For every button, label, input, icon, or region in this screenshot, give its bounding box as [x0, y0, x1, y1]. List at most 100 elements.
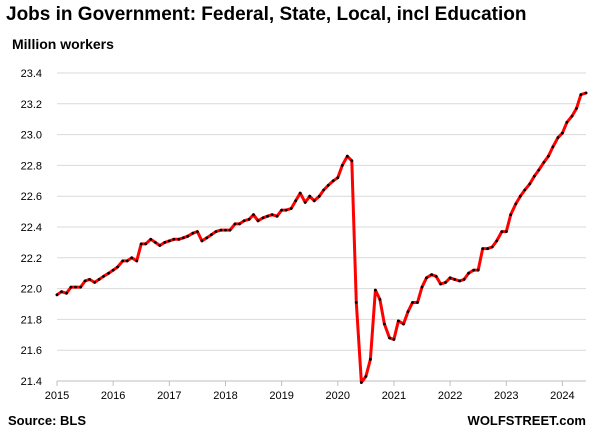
data-point [556, 136, 560, 140]
data-point [303, 201, 307, 204]
data-point [275, 214, 279, 218]
data-point [416, 301, 419, 304]
data-point [186, 234, 190, 238]
x-tick-label: 2015 [45, 390, 69, 402]
data-point [402, 322, 405, 326]
data-point [261, 216, 265, 220]
data-point [542, 160, 546, 164]
data-point [486, 247, 490, 251]
data-point [308, 194, 312, 198]
data-point [354, 301, 358, 304]
data-point [149, 237, 153, 241]
data-point [88, 278, 91, 281]
data-point [364, 375, 368, 378]
data-point [65, 291, 68, 295]
data-point [500, 230, 504, 234]
data-point [369, 358, 372, 361]
data-point [326, 184, 330, 187]
data-point [458, 279, 461, 283]
data-point [514, 202, 518, 206]
data-point [551, 145, 555, 149]
data-point [462, 278, 466, 281]
data-point [406, 310, 410, 314]
y-tick-label: 23.2 [21, 99, 42, 111]
data-point [172, 237, 176, 241]
x-tick-label: 2022 [438, 390, 462, 402]
data-point [167, 239, 171, 243]
x-tick-label: 2020 [326, 390, 350, 402]
grid-lines [57, 72, 586, 351]
data-point [130, 256, 134, 260]
x-tick-label: 2017 [157, 390, 181, 402]
data-point [219, 228, 223, 232]
x-tick-label: 2024 [550, 390, 574, 402]
y-tick-label: 22.2 [21, 253, 42, 265]
data-point [350, 159, 354, 163]
data-point [228, 228, 232, 232]
data-point [93, 281, 96, 284]
data-point [532, 174, 536, 178]
data-point [280, 208, 283, 212]
data-point [397, 319, 400, 323]
data-point [392, 338, 396, 341]
data-point [490, 245, 494, 249]
data-point [116, 265, 119, 269]
data-point [284, 208, 288, 212]
data-point [252, 213, 255, 217]
data-point [579, 93, 583, 96]
data-point [476, 268, 480, 272]
data-point [270, 213, 274, 217]
data-point [420, 285, 424, 289]
data-point [214, 230, 218, 234]
data-point [266, 214, 269, 218]
data-point [317, 194, 321, 198]
data-point [509, 213, 513, 217]
y-tick-label: 21.8 [21, 314, 42, 326]
y-tick-label: 22.6 [21, 191, 42, 203]
y-tick-label: 22.8 [21, 160, 42, 172]
data-point [453, 278, 456, 281]
data-point [388, 336, 391, 340]
data-point [481, 247, 485, 251]
data-point [331, 179, 335, 183]
data-point [177, 237, 181, 241]
x-tick-label: 2018 [213, 390, 237, 402]
data-point [153, 241, 157, 244]
y-tick-label: 21.4 [21, 376, 42, 388]
data-point [523, 188, 527, 192]
x-tick-label: 2023 [494, 390, 518, 402]
data-point [425, 276, 428, 280]
data-point [448, 276, 452, 280]
chart-title: Jobs in Government: Federal, State, Loca… [6, 4, 527, 25]
data-point [584, 91, 588, 95]
data-point [537, 168, 541, 172]
data-point [247, 217, 251, 221]
data-point [83, 279, 87, 283]
data-point [205, 236, 209, 240]
data-point [102, 274, 105, 278]
data-point [444, 281, 447, 284]
x-tick-label: 2021 [382, 390, 406, 402]
credit-note: WOLFSTREET.com [467, 413, 586, 428]
data-point [439, 282, 442, 286]
y-tick-label: 23.4 [21, 68, 42, 80]
data-point [144, 242, 148, 246]
data-point [289, 207, 293, 210]
y-tick-label: 21.6 [21, 345, 42, 357]
x-tick-label: 2016 [101, 390, 125, 402]
data-point [360, 381, 363, 384]
data-point [135, 259, 139, 263]
data-point [182, 236, 185, 240]
data-point [430, 273, 433, 277]
data-point [79, 285, 82, 289]
data-point [570, 114, 574, 118]
x-tick-label: 2019 [269, 390, 293, 402]
data-point [528, 182, 532, 186]
data-point [312, 199, 316, 203]
data-point [111, 268, 115, 272]
data-point [298, 191, 302, 195]
data-point [467, 271, 470, 275]
x-axis-ticks: 2015 2016 2017 2018 2019 2020 2021 2022 2023 2024 [45, 381, 575, 402]
data-point [121, 259, 125, 263]
data-point [158, 244, 162, 247]
